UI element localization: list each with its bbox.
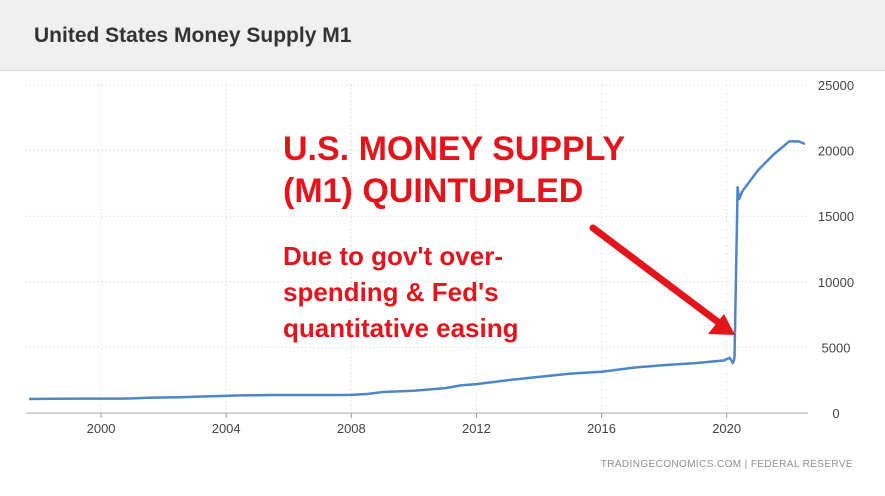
series-line-m1 [29, 140, 806, 401]
y-tick-label: 25000 [818, 78, 854, 93]
x-tick-label: 2004 [212, 421, 241, 436]
grid-layer [26, 84, 808, 413]
annotation-text: Due to gov't over-spending & Fed's quant… [283, 241, 519, 343]
x-tick-label: 2008 [337, 421, 366, 436]
x-tick-label: 2012 [462, 421, 491, 436]
x-tick-label: 2000 [87, 421, 116, 436]
y-tick-label: 10000 [818, 275, 854, 290]
x-tick-label: 2020 [712, 421, 741, 436]
y-tick-label: 20000 [818, 144, 854, 159]
chart-header: United States Money Supply M1 [0, 0, 885, 71]
y-tick-label: 5000 [822, 340, 851, 355]
annotation-title: U.S. MONEY SUPPLY (M1) QUINTUPLED [283, 130, 625, 210]
y-tick-label: 0 [832, 406, 839, 421]
tick-layer: 0 5000 10000 15000 20000 25000 2000 2004 2008 201… [87, 78, 854, 436]
chart-title: United States Money Supply M1 [34, 24, 352, 47]
source-credit: TRADINGECONOMICS.COM | FEDERAL RESERVE [600, 459, 853, 470]
annotation-arrow [589, 224, 735, 335]
y-tick-label: 15000 [818, 209, 854, 224]
x-tick-label: 2016 [587, 421, 616, 436]
